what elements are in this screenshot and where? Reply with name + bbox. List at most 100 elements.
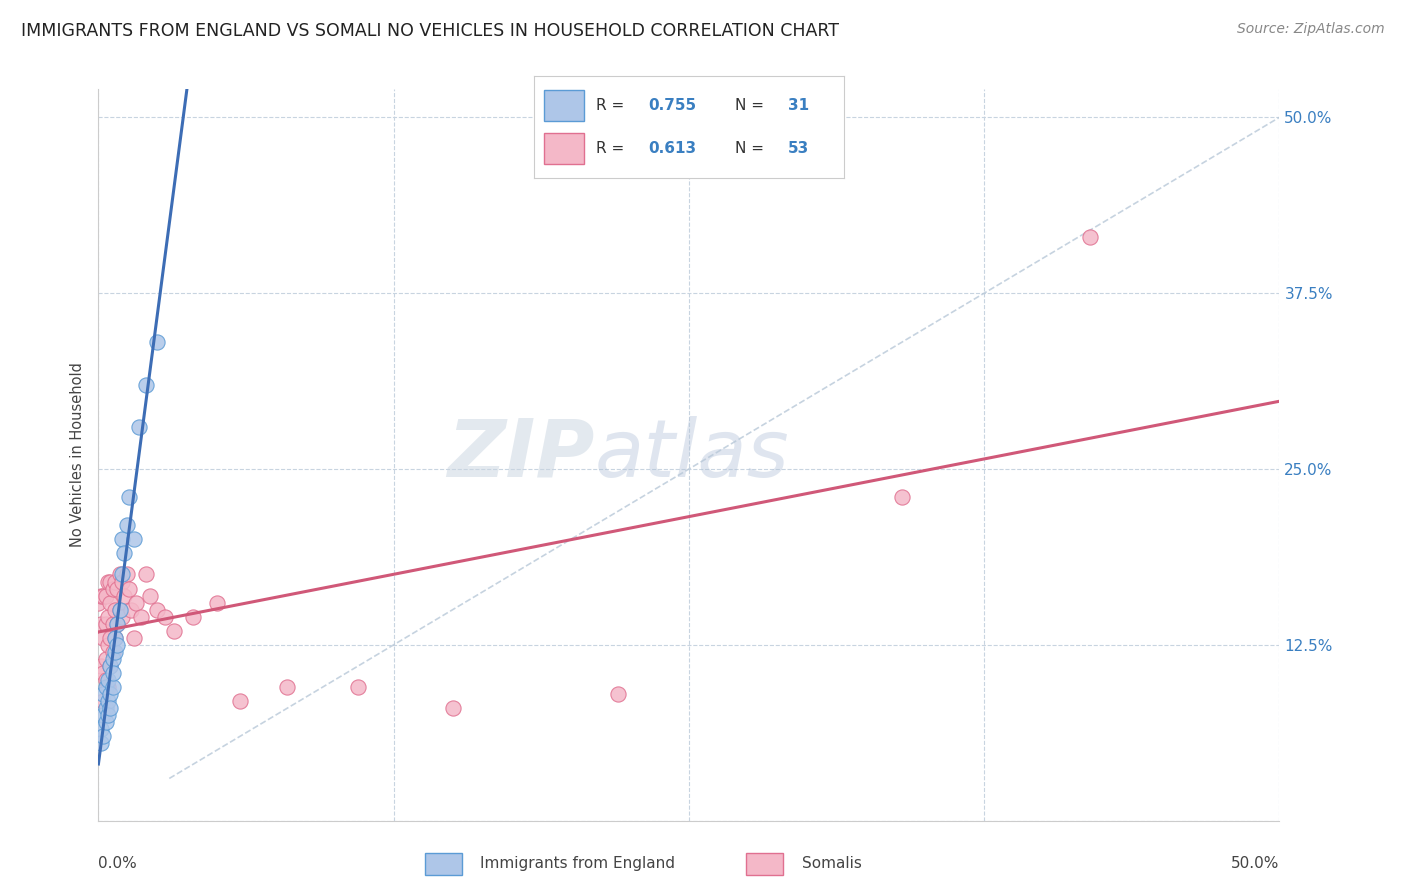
Point	[97, 609, 120, 624]
Point	[97, 708, 120, 723]
Point	[91, 631, 114, 645]
Point	[91, 687, 114, 701]
Point	[890, 490, 912, 504]
Point	[91, 589, 114, 603]
Text: N =: N =	[735, 141, 769, 156]
Point	[94, 701, 117, 715]
Text: 0.613: 0.613	[648, 141, 697, 156]
Point	[153, 609, 176, 624]
Point	[94, 715, 117, 730]
Text: ZIP: ZIP	[447, 416, 595, 494]
Text: Source: ZipAtlas.com: Source: ZipAtlas.com	[1237, 22, 1385, 37]
Point	[441, 701, 464, 715]
Point	[146, 335, 169, 350]
Point	[118, 490, 141, 504]
Text: 53: 53	[787, 141, 810, 156]
Point	[90, 736, 112, 750]
Point	[115, 518, 138, 533]
Point	[112, 546, 135, 560]
Point	[98, 659, 121, 673]
Point	[276, 680, 298, 694]
Point	[104, 631, 127, 645]
Point	[98, 701, 121, 715]
Point	[607, 687, 630, 701]
Point	[122, 631, 145, 645]
Point	[104, 574, 127, 589]
Point	[104, 631, 127, 645]
Point	[108, 602, 131, 616]
Point	[112, 589, 135, 603]
Point	[105, 638, 128, 652]
Point	[98, 574, 121, 589]
Point	[125, 596, 148, 610]
Text: 31: 31	[787, 98, 808, 113]
Text: R =: R =	[596, 98, 630, 113]
Point	[91, 665, 114, 680]
FancyBboxPatch shape	[544, 133, 583, 164]
Point	[105, 616, 128, 631]
Text: Immigrants from England: Immigrants from England	[481, 855, 675, 871]
Point	[91, 708, 114, 723]
Point	[111, 567, 134, 582]
Point	[229, 694, 252, 708]
Point	[139, 589, 162, 603]
Point	[97, 638, 120, 652]
Point	[101, 582, 124, 596]
Point	[205, 596, 228, 610]
Point	[101, 680, 124, 694]
Point	[115, 567, 138, 582]
Point	[90, 589, 112, 603]
Point	[105, 582, 128, 596]
FancyBboxPatch shape	[425, 853, 461, 875]
Text: 50.0%: 50.0%	[1232, 855, 1279, 871]
Point	[122, 533, 145, 547]
Text: Somalis: Somalis	[801, 855, 862, 871]
Point	[94, 589, 117, 603]
Point	[94, 673, 117, 687]
Text: R =: R =	[596, 141, 630, 156]
Point	[108, 567, 131, 582]
Point	[104, 602, 127, 616]
Point	[94, 616, 117, 631]
Point	[97, 574, 120, 589]
FancyBboxPatch shape	[747, 853, 783, 875]
Point	[98, 596, 121, 610]
Text: atlas: atlas	[595, 416, 789, 494]
Point	[108, 602, 131, 616]
Point	[135, 377, 157, 392]
Point	[97, 673, 120, 687]
Point	[91, 694, 114, 708]
Point	[101, 652, 124, 666]
Point	[129, 609, 152, 624]
Point	[97, 694, 120, 708]
Point	[111, 609, 134, 624]
Point	[98, 631, 121, 645]
Point	[87, 596, 110, 610]
Point	[1080, 230, 1102, 244]
Point	[118, 582, 141, 596]
Point	[98, 687, 121, 701]
Point	[181, 609, 204, 624]
Point	[105, 616, 128, 631]
Point	[111, 533, 134, 547]
Point	[121, 602, 143, 616]
Point	[101, 616, 124, 631]
FancyBboxPatch shape	[544, 90, 583, 121]
Text: 0.0%: 0.0%	[98, 855, 138, 871]
Point	[90, 723, 112, 737]
Point	[90, 659, 112, 673]
Point	[94, 680, 117, 694]
Point	[94, 652, 117, 666]
Point	[91, 729, 114, 743]
Point	[101, 645, 124, 659]
Text: IMMIGRANTS FROM ENGLAND VS SOMALI NO VEHICLES IN HOUSEHOLD CORRELATION CHART: IMMIGRANTS FROM ENGLAND VS SOMALI NO VEH…	[21, 22, 839, 40]
Point	[163, 624, 186, 638]
Point	[104, 645, 127, 659]
Point	[135, 567, 157, 582]
Text: 0.755: 0.755	[648, 98, 697, 113]
Point	[97, 680, 120, 694]
Point	[90, 616, 112, 631]
Point	[101, 665, 124, 680]
Point	[128, 419, 150, 434]
Point	[111, 574, 134, 589]
